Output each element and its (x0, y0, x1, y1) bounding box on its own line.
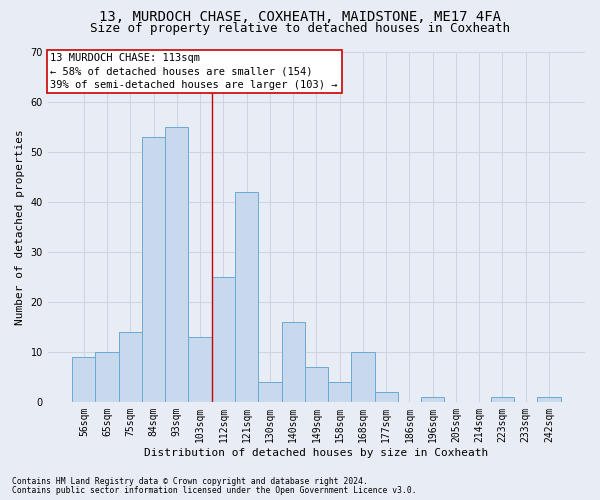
Text: 13 MURDOCH CHASE: 113sqm
← 58% of detached houses are smaller (154)
39% of semi-: 13 MURDOCH CHASE: 113sqm ← 58% of detach… (50, 54, 338, 90)
Bar (258, 382, 281, 402)
Bar (538, 397, 560, 402)
Bar (212, 276, 235, 402)
Bar (235, 192, 258, 402)
Bar (72, 357, 95, 402)
Y-axis label: Number of detached properties: Number of detached properties (15, 129, 25, 324)
Bar (188, 337, 212, 402)
Text: 13, MURDOCH CHASE, COXHEATH, MAIDSTONE, ME17 4FA: 13, MURDOCH CHASE, COXHEATH, MAIDSTONE, … (99, 10, 501, 24)
Bar (328, 382, 351, 402)
Text: Size of property relative to detached houses in Coxheath: Size of property relative to detached ho… (90, 22, 510, 35)
Bar (281, 322, 305, 402)
Bar (305, 367, 328, 402)
Bar (374, 392, 398, 402)
X-axis label: Distribution of detached houses by size in Coxheath: Distribution of detached houses by size … (144, 448, 488, 458)
Text: Contains public sector information licensed under the Open Government Licence v3: Contains public sector information licen… (12, 486, 416, 495)
Text: Contains HM Land Registry data © Crown copyright and database right 2024.: Contains HM Land Registry data © Crown c… (12, 477, 368, 486)
Bar (491, 397, 514, 402)
Bar (95, 352, 119, 402)
Bar (351, 352, 374, 402)
Bar (142, 136, 165, 402)
Bar (421, 397, 445, 402)
Bar (119, 332, 142, 402)
Bar (165, 126, 188, 402)
